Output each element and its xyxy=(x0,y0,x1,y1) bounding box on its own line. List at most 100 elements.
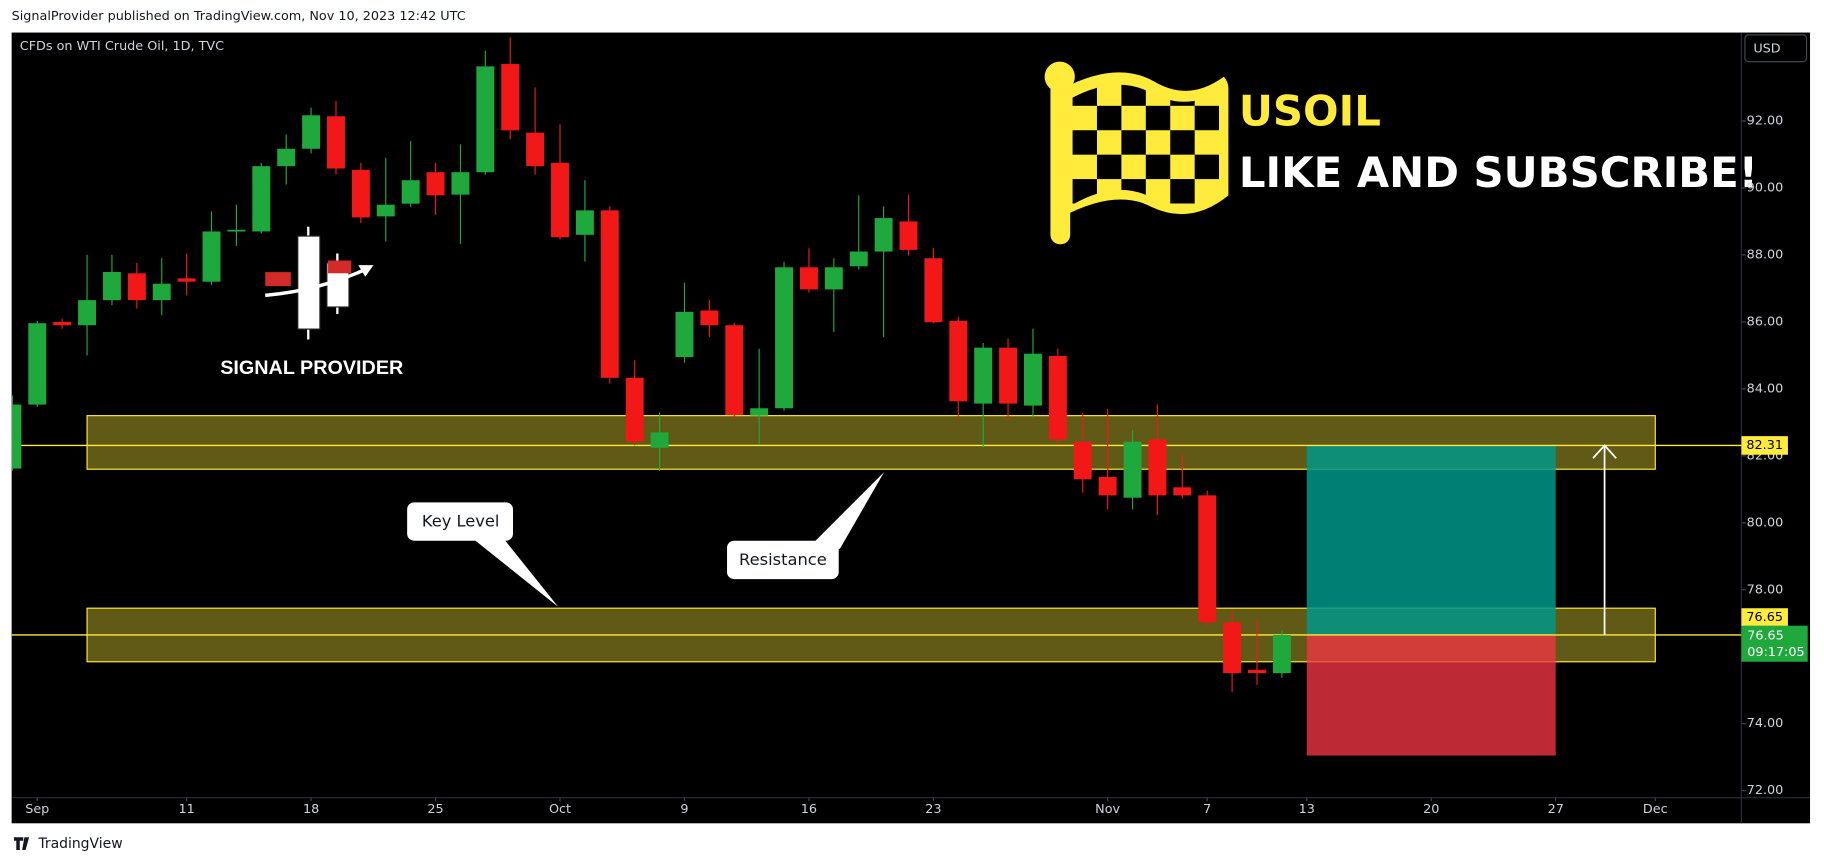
last-price-box xyxy=(1741,625,1808,662)
candle-body xyxy=(152,283,171,301)
y-tick-label: 80.00 xyxy=(1747,515,1784,530)
x-tick-label: Nov xyxy=(1095,802,1120,817)
candle-body xyxy=(899,221,918,250)
candle-body xyxy=(650,432,669,448)
candle-body xyxy=(28,323,47,405)
candle-body xyxy=(127,273,146,301)
candle-body xyxy=(924,258,943,323)
profit-zone xyxy=(1306,445,1556,635)
candle-body xyxy=(11,404,22,469)
candle-body xyxy=(501,64,520,131)
candle-body xyxy=(53,321,72,326)
candle-body xyxy=(1173,487,1192,496)
level-price-label: 82.31 xyxy=(1746,438,1783,453)
x-tick-label: 18 xyxy=(303,802,319,817)
x-tick-label: 16 xyxy=(801,802,817,817)
candle-body xyxy=(202,231,221,282)
level-price-label: 76.65 xyxy=(1746,610,1783,625)
candle-body xyxy=(1272,634,1291,674)
candle-body xyxy=(327,116,345,169)
x-tick-label: 20 xyxy=(1423,802,1439,817)
candle-body xyxy=(451,172,470,195)
candle-body xyxy=(799,267,818,290)
candle-body xyxy=(600,210,619,378)
last-price-label: 76.65 xyxy=(1747,629,1784,644)
footer-brand: TradingView xyxy=(37,836,122,852)
candle-body xyxy=(1148,439,1167,496)
symbol-banner: USOIL xyxy=(1239,86,1381,135)
resistance-callout: Resistance xyxy=(727,472,885,580)
x-tick-label: 27 xyxy=(1548,802,1564,817)
publish-info: SignalProvider published on TradingView.… xyxy=(12,9,466,24)
candle-body xyxy=(1123,441,1142,498)
candle-body xyxy=(1198,495,1217,623)
level-price-box xyxy=(1741,436,1788,455)
flag-icon xyxy=(1044,61,1229,245)
candle-body xyxy=(775,267,794,409)
x-tick-label: Oct xyxy=(549,802,571,817)
y-tick-label: 92.00 xyxy=(1747,113,1784,128)
candle-body xyxy=(625,377,644,442)
x-tick-label: 13 xyxy=(1299,802,1315,817)
candle-body xyxy=(401,180,420,204)
x-tick-label: 11 xyxy=(178,802,194,817)
y-tick-label: 84.00 xyxy=(1747,381,1784,396)
cta-banner: LIKE AND SUBSCRIBE! xyxy=(1239,148,1758,197)
candle-body xyxy=(725,325,744,415)
y-tick-label: 86.00 xyxy=(1747,314,1784,329)
candle-body xyxy=(1024,353,1042,406)
candle-body xyxy=(1098,476,1117,496)
candle-body xyxy=(277,148,296,167)
candle-body xyxy=(974,347,993,404)
candle-body xyxy=(675,311,694,358)
loss-zone xyxy=(1306,634,1556,756)
target-arrow-head xyxy=(1592,444,1617,459)
candle-body xyxy=(1248,669,1266,674)
y-tick-label: 78.00 xyxy=(1747,582,1784,597)
candle-body xyxy=(575,210,594,235)
candle-body xyxy=(1223,622,1242,674)
x-tick-label: 23 xyxy=(925,802,941,817)
x-tick-label: 25 xyxy=(427,802,443,817)
footer-logo xyxy=(13,837,30,851)
level-price-box xyxy=(1741,608,1788,627)
currency-label[interactable]: USD xyxy=(1753,41,1780,56)
x-tick-label: 7 xyxy=(1203,802,1211,817)
countdown-label: 09:17:05 xyxy=(1747,645,1804,660)
candle-body xyxy=(1048,356,1067,440)
key-level-label: Key Level xyxy=(422,512,500,531)
candle-body xyxy=(700,310,719,326)
candle-body xyxy=(102,271,121,301)
y-tick-label: 88.00 xyxy=(1747,247,1784,262)
candle-body xyxy=(252,166,271,232)
candle-body xyxy=(750,408,769,416)
candle-body xyxy=(551,162,569,238)
brand-name: SIGNAL PROVIDER xyxy=(220,357,403,379)
candle-body xyxy=(426,172,445,196)
candle-body xyxy=(302,115,321,149)
candle-body xyxy=(874,218,893,252)
y-tick-label: 72.00 xyxy=(1747,783,1784,798)
x-tick-label: Sep xyxy=(25,802,49,817)
candle-body xyxy=(824,267,843,290)
symbol-title: CFDs on WTI Crude Oil, 1D, TVC xyxy=(20,39,224,54)
candle-body xyxy=(999,347,1018,404)
candle-body xyxy=(949,320,968,402)
y-tick-label: 74.00 xyxy=(1747,716,1784,731)
x-tick-label: 9 xyxy=(680,802,688,817)
x-tick-label: Dec xyxy=(1643,802,1668,817)
y-tick-label: 90.00 xyxy=(1747,180,1784,195)
resistance-label: Resistance xyxy=(739,550,827,569)
currency-button[interactable] xyxy=(1744,34,1808,63)
candle-body xyxy=(351,169,370,218)
candle-body xyxy=(78,300,97,326)
brand-logo: SIGNAL PROVIDER xyxy=(220,226,403,379)
candle-body xyxy=(376,204,395,217)
candle-body xyxy=(227,229,246,232)
candle-body xyxy=(526,132,545,167)
candle-body xyxy=(849,251,868,267)
candle-body xyxy=(177,278,196,282)
candle-body xyxy=(1073,441,1092,480)
candle-body xyxy=(476,66,495,173)
plot-area xyxy=(11,37,1742,756)
